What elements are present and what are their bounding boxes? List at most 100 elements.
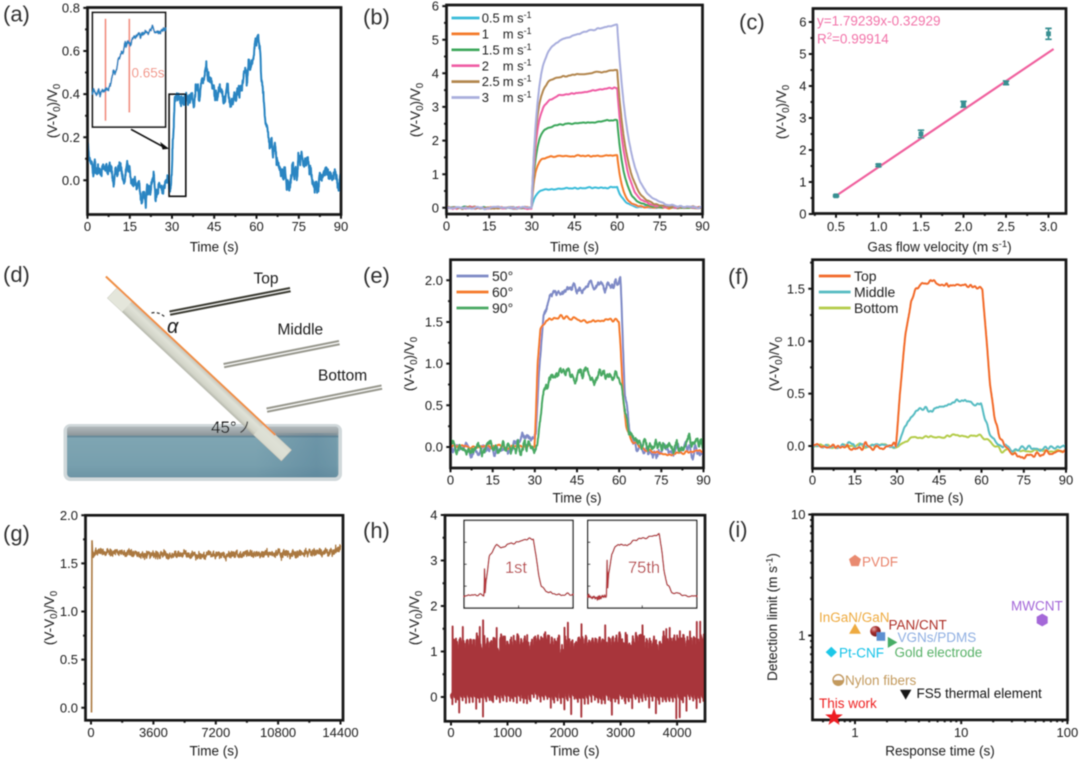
- svg-text:(V-V0)/V0: (V-V0)/V0: [774, 84, 792, 139]
- svg-text:1: 1: [799, 175, 806, 190]
- svg-text:15: 15: [123, 219, 137, 234]
- svg-text:60: 60: [974, 473, 988, 488]
- svg-text:6: 6: [799, 15, 806, 30]
- svg-text:30: 30: [528, 473, 542, 488]
- svg-text:2.0: 2.0: [425, 273, 443, 288]
- svg-text:45: 45: [570, 473, 584, 488]
- svg-text:1.5: 1.5: [425, 315, 443, 330]
- svg-text:Time (s): Time (s): [190, 744, 239, 759]
- svg-text:0: 0: [87, 725, 94, 740]
- svg-text:InGaN/GaN: InGaN/GaN: [819, 610, 890, 625]
- svg-text:(c): (c): [739, 10, 765, 35]
- svg-text:75th: 75th: [628, 559, 660, 577]
- svg-text:(a): (a): [3, 2, 30, 27]
- svg-text:Detection limit (m s-1): Detection limit (m s-1): [764, 553, 780, 681]
- svg-text:(V-V0)/V0: (V-V0)/V0: [42, 590, 60, 645]
- svg-text:(g): (g): [3, 521, 30, 546]
- svg-text:0.5: 0.5: [60, 652, 78, 667]
- svg-text:0: 0: [443, 219, 450, 234]
- svg-text:3: 3: [430, 553, 437, 568]
- svg-text:60°: 60°: [492, 284, 513, 300]
- svg-text:3000: 3000: [606, 725, 635, 740]
- svg-text:Top: Top: [254, 271, 279, 288]
- svg-text:(d): (d): [3, 262, 30, 287]
- svg-text:(b): (b): [363, 5, 390, 30]
- svg-text:Time (s): Time (s): [915, 491, 964, 506]
- svg-text:60: 60: [612, 473, 626, 488]
- svg-text:Gas flow velocity (m s-1): Gas flow velocity (m s-1): [867, 239, 1011, 255]
- svg-text:3600: 3600: [139, 725, 168, 740]
- svg-text:0: 0: [447, 725, 454, 740]
- svg-text:PAN/CNT: PAN/CNT: [889, 618, 947, 633]
- svg-text:30: 30: [525, 219, 539, 234]
- svg-text:1000: 1000: [493, 725, 522, 740]
- svg-text:(i): (i): [728, 517, 748, 542]
- svg-text:45°: 45°: [211, 418, 237, 437]
- svg-text:0.6: 0.6: [62, 44, 80, 59]
- svg-text:0.0: 0.0: [425, 440, 443, 455]
- svg-text:0: 0: [84, 219, 91, 234]
- svg-text:0: 0: [799, 207, 806, 222]
- svg-text:0.0: 0.0: [62, 173, 80, 188]
- svg-text:2.5: 2.5: [482, 74, 500, 89]
- svg-text:1: 1: [430, 644, 437, 659]
- svg-text:30: 30: [890, 473, 904, 488]
- svg-text:3: 3: [799, 111, 806, 126]
- svg-text:(V-V0)/V0: (V-V0)/V0: [402, 336, 420, 391]
- svg-text:6: 6: [432, 0, 439, 14]
- svg-text:Time (s): Time (s): [190, 240, 239, 255]
- svg-text:0.65s: 0.65s: [132, 66, 165, 81]
- svg-text:y=1.79239x-0.32929: y=1.79239x-0.32929: [817, 14, 940, 29]
- svg-text:α: α: [167, 316, 179, 338]
- svg-text:3.0: 3.0: [1039, 219, 1057, 234]
- svg-text:4000: 4000: [663, 725, 692, 740]
- svg-text:90: 90: [334, 219, 348, 234]
- svg-text:90°: 90°: [492, 300, 513, 316]
- svg-text:FS5 thermal element: FS5 thermal element: [917, 686, 1043, 701]
- svg-text:2.5: 2.5: [997, 219, 1015, 234]
- svg-text:30: 30: [165, 219, 179, 234]
- svg-text:90: 90: [1059, 473, 1073, 488]
- svg-text:75: 75: [653, 219, 667, 234]
- svg-text:60: 60: [610, 219, 624, 234]
- svg-text:0.8: 0.8: [62, 1, 80, 16]
- svg-text:This work: This work: [819, 696, 877, 711]
- svg-text:10800: 10800: [260, 725, 296, 740]
- svg-text:2: 2: [799, 143, 806, 158]
- svg-text:PVDF: PVDF: [862, 555, 898, 570]
- svg-text:90: 90: [696, 473, 710, 488]
- svg-text:75: 75: [654, 473, 668, 488]
- svg-text:Middle: Middle: [854, 284, 895, 300]
- svg-text:45: 45: [567, 219, 581, 234]
- svg-text:0: 0: [809, 473, 816, 488]
- svg-text:(f): (f): [728, 264, 749, 289]
- svg-text:14400: 14400: [322, 725, 358, 740]
- svg-text:Gold electrode: Gold electrode: [895, 645, 983, 660]
- svg-text:2: 2: [430, 599, 437, 614]
- svg-text:1: 1: [482, 27, 489, 42]
- svg-text:1: 1: [851, 725, 858, 740]
- svg-text:2: 2: [432, 133, 439, 148]
- svg-text:0.0: 0.0: [787, 439, 805, 454]
- svg-text:Bottom: Bottom: [318, 368, 367, 385]
- svg-text:(e): (e): [363, 263, 390, 288]
- svg-text:45: 45: [207, 219, 221, 234]
- svg-text:0: 0: [447, 473, 454, 488]
- svg-text:4: 4: [432, 66, 439, 81]
- svg-text:MWCNT: MWCNT: [1011, 599, 1063, 614]
- svg-text:0.5: 0.5: [787, 386, 805, 401]
- svg-text:1.5: 1.5: [787, 281, 805, 296]
- svg-text:10: 10: [954, 725, 968, 740]
- svg-text:1.0: 1.0: [787, 334, 805, 349]
- svg-text:3: 3: [432, 100, 439, 115]
- svg-text:1: 1: [432, 167, 439, 182]
- svg-text:VGNs/PDMS: VGNs/PDMS: [898, 630, 977, 645]
- svg-text:Bottom: Bottom: [854, 300, 898, 316]
- svg-text:15: 15: [485, 473, 499, 488]
- svg-text:(h): (h): [363, 518, 390, 543]
- svg-text:7200: 7200: [201, 725, 230, 740]
- svg-text:100: 100: [1057, 725, 1079, 740]
- svg-text:4: 4: [430, 508, 437, 523]
- svg-text:Time (s): Time (s): [550, 240, 599, 255]
- svg-text:5: 5: [799, 47, 806, 62]
